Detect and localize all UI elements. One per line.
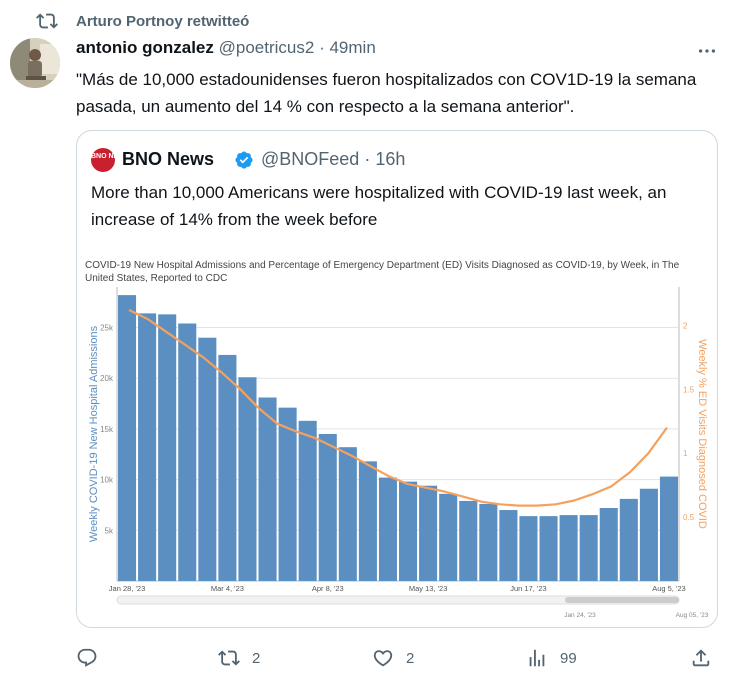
chart-bar — [399, 481, 418, 581]
like-count: 2 — [406, 649, 415, 667]
chart-bar — [559, 515, 578, 581]
chart-y2-tick-label: 1 — [683, 449, 688, 458]
chart-bar — [318, 434, 337, 581]
chart-bar — [519, 516, 538, 581]
chart-bar — [278, 407, 297, 581]
chart-x-tick-label: Apr 8, '23 — [312, 584, 344, 593]
chart-bar — [178, 323, 197, 581]
chart-x-tick-label: Jun 17, '23 — [510, 584, 546, 593]
like-button[interactable]: 2 — [372, 644, 414, 672]
chart-slider-label: Jan 24, '23 — [564, 612, 596, 619]
chart-bar — [158, 314, 177, 581]
bno-logo-text: BNO NEWS — [91, 153, 130, 160]
chart-y2-axis-label: Weekly % ED Visits Diagnosed COVID — [696, 339, 708, 529]
chart-bar — [298, 420, 317, 581]
quote-text: More than 10,000 Americans were hospital… — [91, 183, 667, 229]
views-button[interactable]: 99 — [526, 644, 577, 672]
verified-badge-icon — [235, 151, 253, 169]
quote-author-name[interactable]: BNO News — [122, 149, 215, 169]
chart-bar — [659, 476, 678, 581]
chart-bar — [338, 447, 357, 581]
quote-handle-time[interactable]: @BNOFeed · 16h — [261, 149, 405, 170]
share-button[interactable] — [690, 644, 712, 672]
chart-svg: 5k 10k 15k 20k 25k 0.5 1 1.5 2 Jan 28, '23 Mar 4, … — [88, 287, 709, 619]
chart-bar — [439, 493, 458, 581]
tweet-time[interactable]: 49min — [329, 38, 376, 57]
quote-handle[interactable]: @BNOFeed — [261, 149, 360, 169]
chart-y-tick-label: 15k — [100, 425, 114, 434]
chart-bar — [419, 485, 438, 581]
chart-y-tick-label: 10k — [100, 476, 114, 485]
reply-icon — [77, 648, 97, 667]
avatar-image — [10, 38, 60, 88]
chart-x-tick-label: Aug 5, '23 — [652, 584, 686, 593]
chart-bar — [118, 295, 137, 581]
tweet-text: "Más de 10,000 estadounidenses fueron ho… — [76, 70, 697, 116]
chart-x-tick-label: Mar 4, '23 — [211, 584, 244, 593]
retweet-context: Arturo Portnoy retwitteó — [0, 10, 746, 36]
chart-bar — [258, 397, 277, 581]
author-handle[interactable]: @poetricus2 — [218, 38, 315, 57]
views-icon — [529, 649, 545, 667]
chart-bar — [499, 510, 518, 581]
author-name[interactable]: antonio gonzalez — [76, 38, 214, 57]
retweet-text[interactable]: Arturo Portnoy retwitteó — [76, 13, 250, 30]
quote-separator: · — [364, 149, 371, 169]
quote-time[interactable]: 16h — [375, 149, 406, 169]
chart-title: COVID-19 New Hospital Admissions and Per… — [85, 260, 680, 284]
chart-y-tick-label: 5k — [105, 526, 114, 535]
bno-logo[interactable]: BNO NEWS — [91, 148, 130, 172]
chart-image[interactable]: COVID-19 New Hospital Admissions and Per… — [77, 245, 717, 627]
chart-bar — [479, 503, 498, 581]
reply-button[interactable] — [76, 644, 110, 672]
more-icon[interactable] — [696, 40, 718, 62]
views-count: 99 — [560, 649, 577, 667]
quote-tweet-card[interactable]: BNO NEWS BNO News @BNOFeed · 16h More th… — [76, 130, 718, 628]
chart-bar — [579, 515, 598, 581]
chart-bar — [539, 516, 558, 581]
retweet-button[interactable]: 2 — [218, 644, 260, 672]
chart-bar — [238, 377, 257, 581]
avatar[interactable] — [10, 38, 60, 88]
chart-bar — [599, 508, 618, 581]
chart-y-tick-label: 25k — [100, 324, 114, 333]
chart-series-line — [128, 309, 668, 507]
heart-icon — [373, 650, 393, 667]
chart-bar — [358, 461, 377, 581]
chart-y-tick-label: 20k — [100, 374, 114, 383]
retweet-count: 2 — [252, 649, 261, 667]
chart-bar — [138, 313, 157, 581]
chart-x-tick-label: May 13, '23 — [409, 584, 448, 593]
share-icon — [692, 649, 710, 667]
tweet-header: antonio gonzalez @poetricus2 · 49min — [76, 38, 716, 62]
retweet-action-icon — [218, 650, 240, 666]
chart-bar — [198, 337, 217, 581]
chart-y2-tick-label: 2 — [683, 321, 688, 330]
chart-y-axis-label: Weekly COVID-19 New Hospital Admissions — [88, 325, 100, 542]
chart-bar — [619, 498, 638, 581]
chart-bar — [639, 488, 658, 581]
retweet-icon — [36, 13, 58, 29]
chart-range-slider-handle — [565, 597, 679, 603]
chart-bar — [218, 354, 237, 581]
chart-y2-tick-label: 0.5 — [683, 513, 695, 522]
chart-bar — [378, 477, 397, 581]
chart-x-tick-label: Jan 28, '23 — [109, 584, 145, 593]
chart-slider-label: Aug 05, '23 — [676, 612, 709, 619]
chart-y2-tick-label: 1.5 — [683, 385, 695, 394]
action-bar: 2 2 99 — [0, 640, 746, 676]
header-separator: · — [319, 38, 325, 57]
chart-bar — [459, 500, 478, 581]
